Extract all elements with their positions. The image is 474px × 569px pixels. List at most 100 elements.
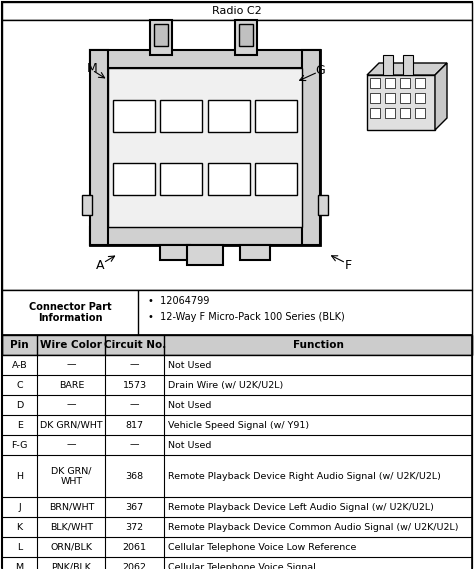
Bar: [367, 75, 435, 130]
Text: Function: Function: [292, 340, 344, 350]
Text: K: K: [17, 522, 23, 531]
Text: D: D: [16, 401, 23, 410]
Text: Cellular Telephone Voice Low Reference: Cellular Telephone Voice Low Reference: [168, 542, 356, 551]
Bar: [187, 245, 223, 265]
Text: C: C: [16, 381, 23, 390]
Text: —: —: [66, 440, 76, 450]
Text: A: A: [96, 258, 104, 271]
Bar: [385, 93, 395, 103]
Text: Not Used: Not Used: [168, 401, 211, 410]
Bar: [370, 78, 380, 88]
Text: DK GRN/WHT: DK GRN/WHT: [40, 420, 103, 430]
Text: BLK/WHT: BLK/WHT: [50, 522, 93, 531]
Bar: [90, 227, 320, 245]
Bar: [403, 55, 413, 75]
Text: M: M: [87, 61, 97, 75]
Polygon shape: [435, 63, 447, 130]
Bar: [113, 163, 155, 195]
Bar: [400, 93, 410, 103]
Text: 372: 372: [126, 522, 144, 531]
Text: 2062: 2062: [123, 563, 147, 569]
Bar: [385, 78, 395, 88]
Text: Radio C2: Radio C2: [212, 6, 262, 16]
Text: —: —: [66, 361, 76, 369]
Text: BARE: BARE: [59, 381, 84, 390]
Bar: [160, 100, 202, 131]
Text: F-G: F-G: [11, 440, 28, 450]
Text: Remote Playback Device Left Audio Signal (w/ U2K/U2L): Remote Playback Device Left Audio Signal…: [168, 502, 434, 512]
Text: Not Used: Not Used: [168, 440, 211, 450]
Text: Vehicle Speed Signal (w/ Y91): Vehicle Speed Signal (w/ Y91): [168, 420, 309, 430]
Bar: [302, 50, 320, 245]
Bar: [154, 24, 168, 46]
Bar: [370, 93, 380, 103]
Bar: [2, 335, 472, 355]
Text: M: M: [16, 563, 24, 569]
Text: A-B: A-B: [12, 361, 27, 369]
Bar: [108, 68, 302, 227]
Text: —: —: [130, 361, 139, 369]
Text: Remote Playback Device Common Audio Signal (w/ U2K/U2L): Remote Playback Device Common Audio Sign…: [168, 522, 459, 531]
Text: DK GRN/
WHT: DK GRN/ WHT: [51, 467, 91, 486]
Bar: [415, 108, 425, 118]
Text: BRN/WHT: BRN/WHT: [49, 502, 94, 512]
Bar: [400, 78, 410, 88]
Text: 1573: 1573: [123, 381, 147, 390]
Text: •  12064799: • 12064799: [148, 296, 210, 306]
Bar: [2, 355, 472, 375]
Bar: [160, 163, 202, 195]
Text: Remote Playback Device Right Audio Signal (w/ U2K/U2L): Remote Playback Device Right Audio Signa…: [168, 472, 441, 480]
Bar: [2, 2, 472, 20]
Text: F: F: [345, 258, 352, 271]
Bar: [2, 395, 472, 415]
Bar: [208, 100, 250, 131]
Bar: [2, 517, 472, 537]
Bar: [255, 100, 297, 131]
Bar: [2, 455, 472, 497]
Bar: [2, 557, 472, 569]
Text: 367: 367: [126, 502, 144, 512]
Bar: [385, 108, 395, 118]
Bar: [208, 163, 250, 195]
Polygon shape: [367, 63, 447, 75]
Bar: [240, 245, 270, 260]
Text: Pin: Pin: [10, 340, 29, 350]
Text: Wire Color: Wire Color: [40, 340, 102, 350]
Text: Drain Wire (w/ U2K/U2L): Drain Wire (w/ U2K/U2L): [168, 381, 283, 390]
Text: Not Used: Not Used: [168, 361, 211, 369]
Text: G: G: [315, 64, 325, 76]
Bar: [2, 20, 472, 290]
Bar: [2, 290, 472, 335]
Text: Cellular Telephone Voice Signal: Cellular Telephone Voice Signal: [168, 563, 316, 569]
Bar: [239, 24, 253, 46]
Bar: [383, 55, 393, 75]
Text: L: L: [17, 542, 22, 551]
Text: —: —: [130, 401, 139, 410]
Bar: [2, 415, 472, 435]
Bar: [2, 375, 472, 395]
Bar: [235, 20, 257, 55]
Text: 817: 817: [126, 420, 144, 430]
Text: Circuit No.: Circuit No.: [104, 340, 166, 350]
Text: E: E: [17, 420, 23, 430]
Text: ORN/BLK: ORN/BLK: [50, 542, 92, 551]
Bar: [255, 163, 297, 195]
Bar: [160, 245, 190, 260]
Bar: [2, 435, 472, 455]
Bar: [90, 50, 320, 245]
Text: Connector Part Information: Connector Part Information: [29, 302, 111, 323]
Bar: [90, 50, 320, 68]
Text: —: —: [130, 440, 139, 450]
Text: 2061: 2061: [123, 542, 147, 551]
Text: PNK/BLK: PNK/BLK: [51, 563, 91, 569]
Bar: [318, 195, 328, 215]
Bar: [415, 93, 425, 103]
Text: 368: 368: [126, 472, 144, 480]
Bar: [2, 537, 472, 557]
Bar: [150, 20, 172, 55]
Bar: [82, 195, 92, 215]
Bar: [2, 497, 472, 517]
Text: J: J: [18, 502, 21, 512]
Text: H: H: [16, 472, 23, 480]
Text: •  12-Way F Micro-Pack 100 Series (BLK): • 12-Way F Micro-Pack 100 Series (BLK): [148, 312, 345, 322]
